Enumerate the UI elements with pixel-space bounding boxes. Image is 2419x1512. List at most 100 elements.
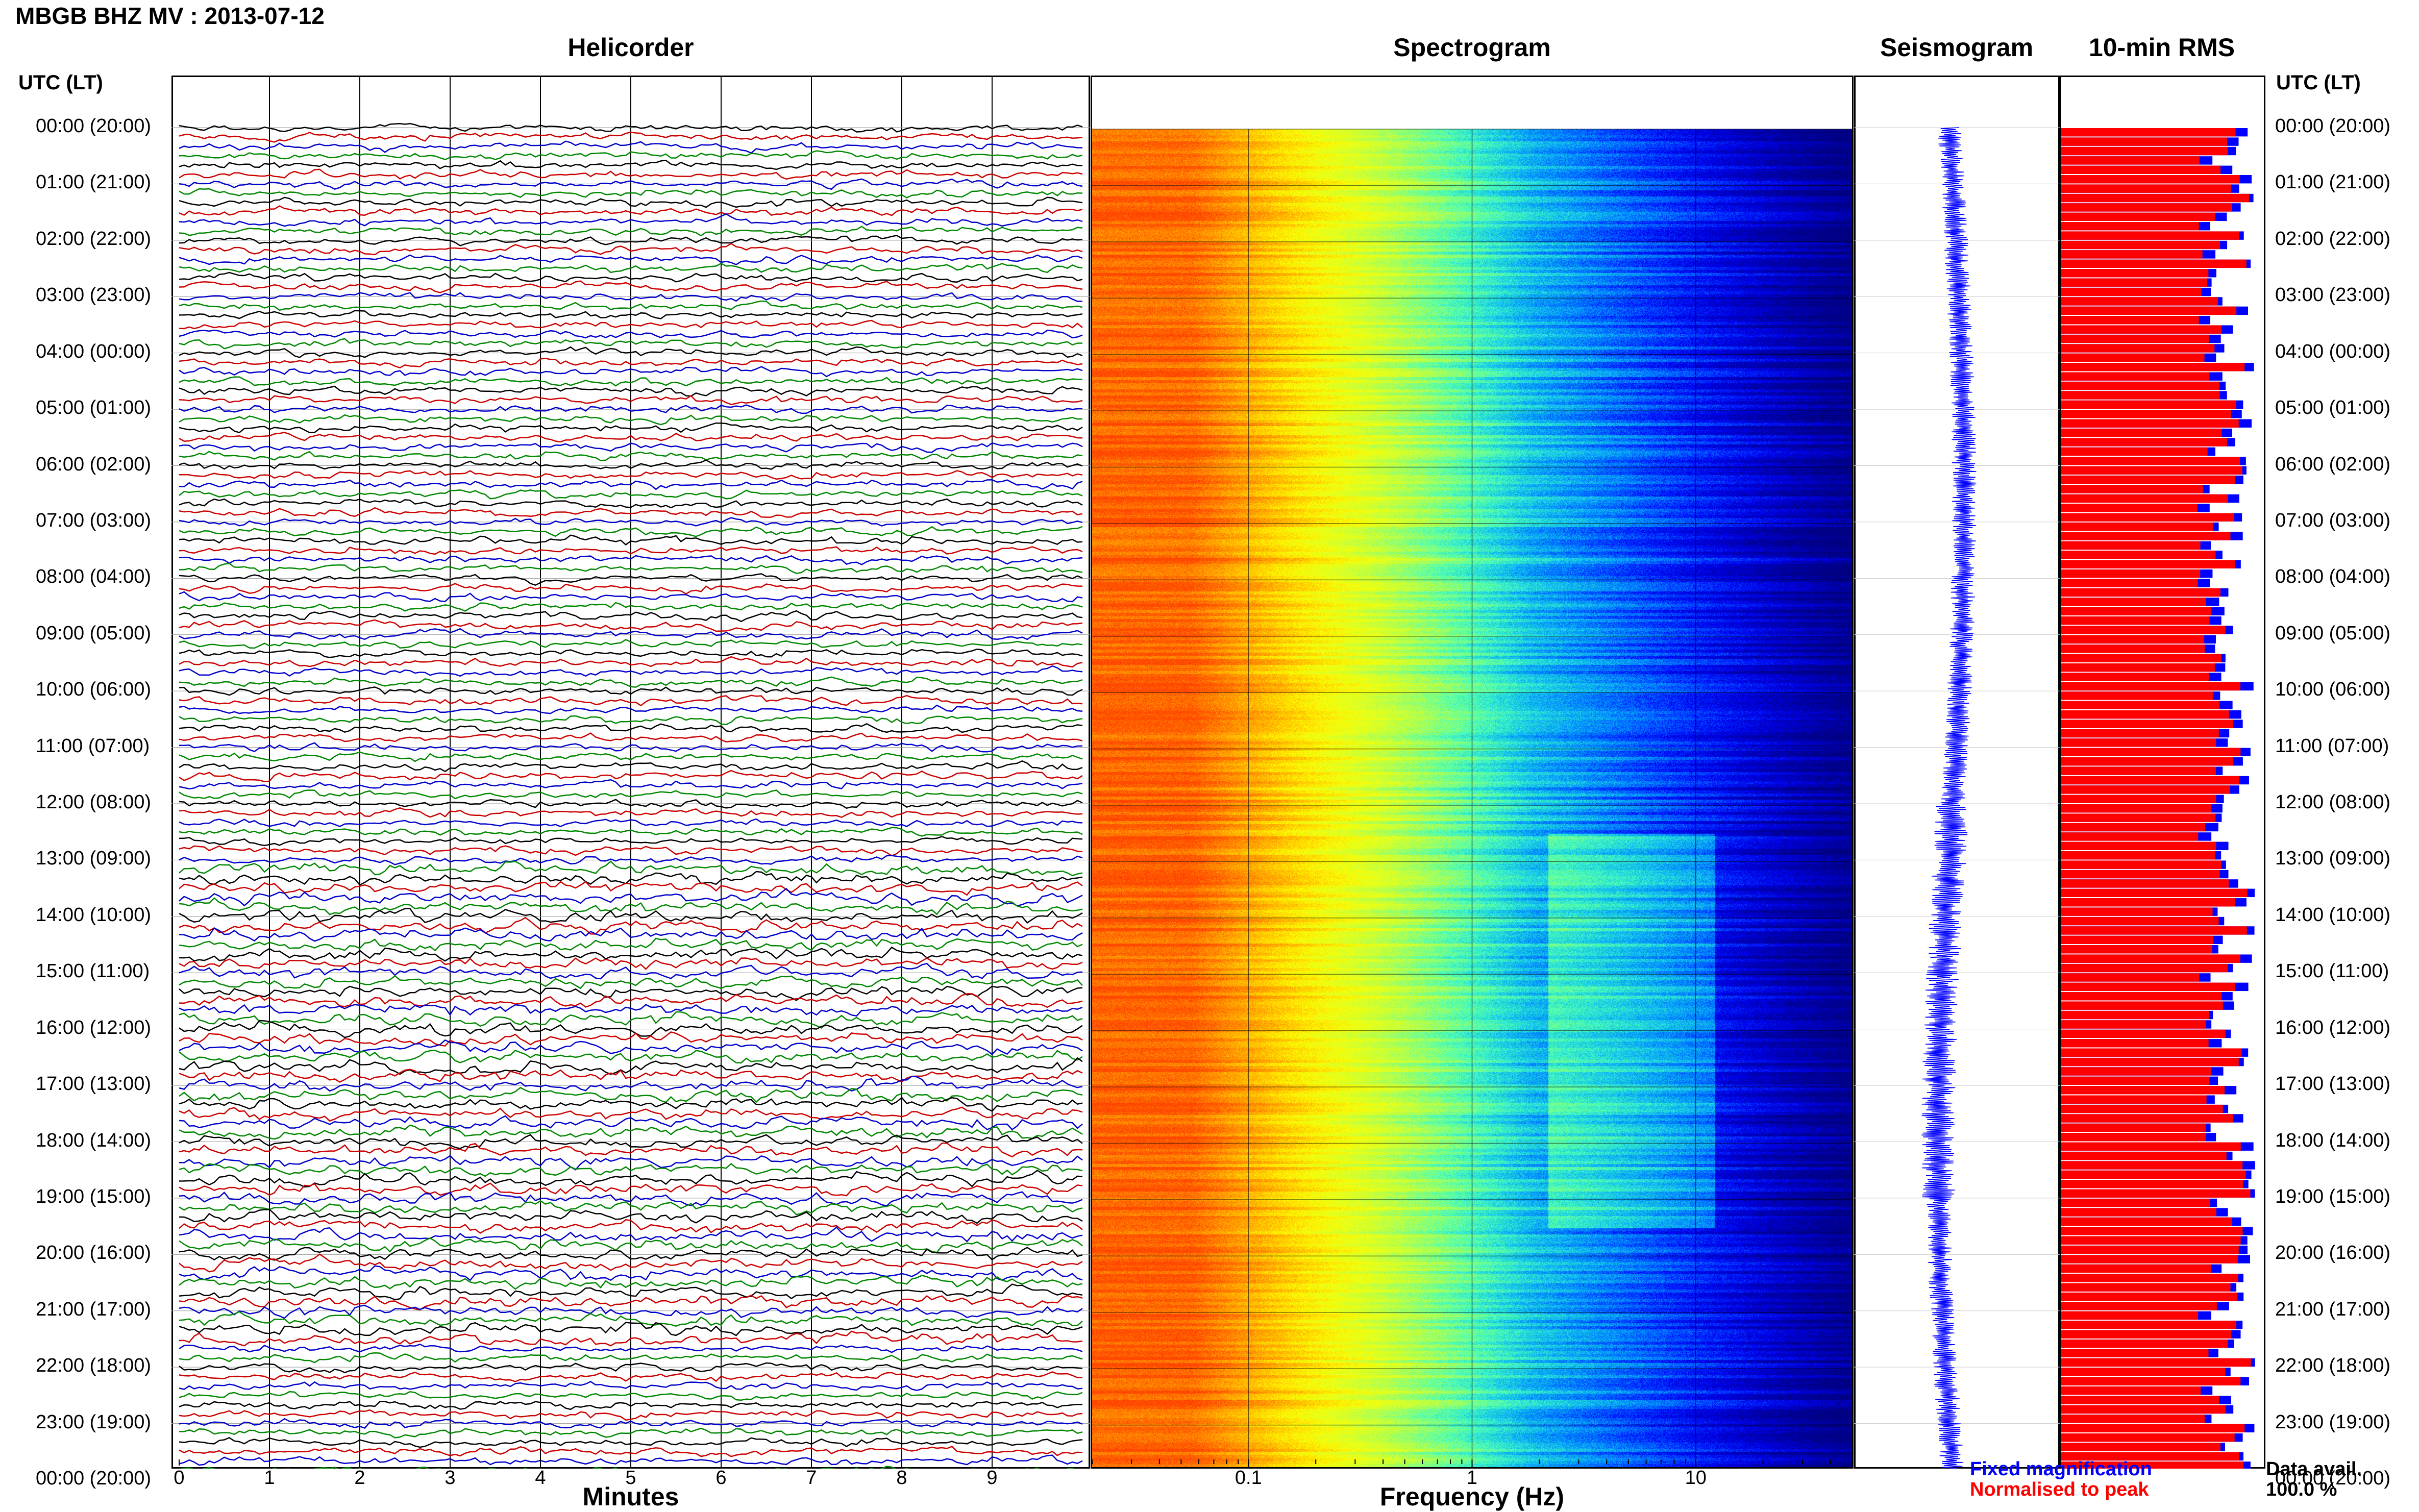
rms-bar-normalised (2061, 898, 2235, 907)
helicorder-trace (179, 732, 1083, 743)
rms-bar-normalised (2061, 269, 2209, 278)
helicorder-trace (179, 329, 1083, 339)
time-label-right: 07:00 (03:00) (2275, 509, 2391, 531)
rms-bar-normalised (2061, 748, 2241, 756)
rms-bar-normalised (2061, 1029, 2226, 1038)
helicorder-trace (179, 262, 1083, 274)
helicorder-trace (179, 1124, 1083, 1140)
rms-bar-normalised (2061, 654, 2221, 662)
rms-bar-normalised (2061, 1104, 2223, 1113)
rms-bar-normalised (2061, 250, 2203, 259)
helicorder-title: Helicorder (567, 33, 694, 62)
rms-bar-normalised (2061, 1377, 2241, 1385)
rms-bar-normalised (2061, 945, 2212, 954)
rms-panel (2060, 76, 2265, 1469)
rms-bar-normalised (2061, 522, 2213, 531)
minute-tick-label: 3 (445, 1467, 455, 1489)
rms-bar-normalised (2061, 128, 2236, 137)
rms-bar-normalised (2061, 907, 2213, 916)
rms-bar-normalised (2061, 607, 2212, 615)
rms-bar-normalised (2061, 1461, 2244, 1469)
helicorder-trace (179, 188, 1083, 199)
rms-bar-normalised (2061, 1264, 2211, 1273)
rms-bar-normalised (2061, 832, 2199, 841)
rms-bar-normalised (2061, 1433, 2235, 1442)
helicorder-trace (179, 1182, 1083, 1197)
time-label-right: 16:00 (12:00) (2275, 1017, 2391, 1038)
rms-bar-normalised (2061, 353, 2205, 362)
utc-label-right: UTC (LT) (2276, 71, 2361, 94)
helicorder-trace (179, 1322, 1083, 1336)
helicorder-trace (179, 1446, 1083, 1457)
helicorder-trace (179, 619, 1083, 632)
rms-bar-normalised (2061, 504, 2198, 512)
rms-bar-normalised (2061, 391, 2220, 400)
helicorder-trace (179, 1011, 1083, 1029)
helicorder-trace (179, 517, 1083, 527)
time-label-right: 14:00 (10:00) (2275, 904, 2391, 926)
rms-bar-normalised (2061, 334, 2209, 343)
helicorder-trace (179, 385, 1083, 397)
helicorder-trace (179, 470, 1083, 480)
rms-bar-normalised (2061, 841, 2216, 851)
helicorder-trace (179, 254, 1083, 266)
rms-bar-normalised (2061, 823, 2206, 832)
helicorder-trace (179, 226, 1083, 237)
rms-bar-normalised (2061, 165, 2221, 175)
helicorder-trace (179, 526, 1083, 537)
rms-bar-normalised (2061, 1133, 2206, 1142)
rms-bar-normalised (2061, 438, 2227, 447)
rms-bar-normalised (2061, 813, 2216, 822)
helicorder-trace (179, 927, 1083, 942)
helicorder-trace (179, 338, 1082, 350)
rms-bar-normalised (2061, 701, 2220, 709)
rms-bar-normalised (2061, 1452, 2239, 1461)
rms-bar-normalised (2061, 428, 2222, 437)
time-label-right: 23:00 (19:00) (2275, 1411, 2391, 1433)
helicorder-trace (179, 1330, 1083, 1347)
helicorder-trace (179, 1115, 1083, 1131)
helicorder-trace (179, 366, 1083, 378)
helicorder-trace (179, 908, 1083, 924)
time-label-left: 20:00 (16:00) (36, 1242, 152, 1264)
rms-bar-normalised (2061, 1443, 2220, 1451)
rms-bar-normalised (2061, 851, 2215, 860)
rms-bar-normalised (2061, 982, 2235, 992)
legend-fixed-magnification: Fixed magnification (1970, 1458, 2152, 1480)
helicorder-trace (179, 962, 1083, 980)
rms-bar-normalised (2061, 776, 2239, 785)
time-label-right: 18:00 (14:00) (2275, 1129, 2391, 1151)
rms-bar-normalised (2061, 673, 2209, 681)
rms-bar-normalised (2061, 1283, 2231, 1292)
helicorder-panel (171, 76, 1090, 1469)
helicorder-trace (179, 1294, 1083, 1311)
spectrogram-x-label: Frequency (Hz) (1379, 1482, 1565, 1511)
helicorder-trace (179, 723, 1083, 733)
rms-bar-normalised (2061, 954, 2240, 963)
rms-bar-normalised (2061, 804, 2212, 813)
rms-bar-normalised (2061, 1114, 2233, 1123)
rms-bar-normalised (2061, 1339, 2228, 1348)
helicorder-trace (179, 1004, 1083, 1017)
rms-bar-normalised (2061, 259, 2247, 268)
rms-bar-normalised (2061, 926, 2247, 935)
helicorder-trace (179, 1069, 1083, 1083)
rms-bar-normalised (2061, 1086, 2225, 1095)
rms-bar-normalised (2061, 1415, 2205, 1423)
seismogram-title: Seismogram (1880, 33, 2034, 62)
helicorder-trace (179, 555, 1083, 565)
minute-tick-label: 6 (715, 1467, 726, 1489)
time-label-left: 15:00 (11:00) (36, 960, 150, 982)
helicorder-trace (179, 376, 1083, 387)
helicorder-trace (179, 1247, 1083, 1261)
helicorder-trace (179, 414, 1083, 426)
helicorder-trace (179, 242, 1083, 256)
time-label-right: 10:00 (06:00) (2275, 679, 2391, 701)
helicorder-trace (179, 1219, 1083, 1234)
helicorder-trace (179, 498, 1083, 509)
rms-bar-normalised (2061, 1255, 2238, 1263)
helicorder-trace (179, 704, 1083, 714)
rms-bar-normalised (2061, 447, 2208, 456)
rms-bar-normalised (2061, 795, 2216, 803)
legend-normalised-to-peak: Normalised to peak (1970, 1479, 2149, 1500)
